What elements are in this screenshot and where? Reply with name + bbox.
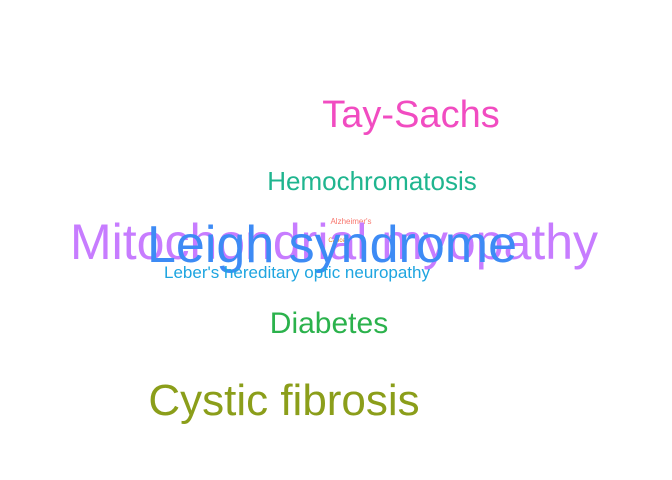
word-leigh-syndrome: Leigh syndrome	[147, 216, 517, 274]
word-mitochondrial-myopathy: Mitochondrial myopathy	[70, 214, 598, 270]
word-leber-s-hereditary-optic-neuropathy: Leber's hereditary optic neuropathy	[164, 263, 430, 282]
word-cancer: Cancer	[328, 238, 347, 244]
word-cystic-fibrosis: Cystic fibrosis	[148, 376, 419, 425]
word-diabetes: Diabetes	[270, 307, 388, 340]
word-alzheimer-s: Alzheimer's	[330, 217, 371, 226]
word-hemochromatosis: Hemochromatosis	[267, 166, 477, 196]
word-tay-sachs: Tay-Sachs	[322, 94, 499, 136]
